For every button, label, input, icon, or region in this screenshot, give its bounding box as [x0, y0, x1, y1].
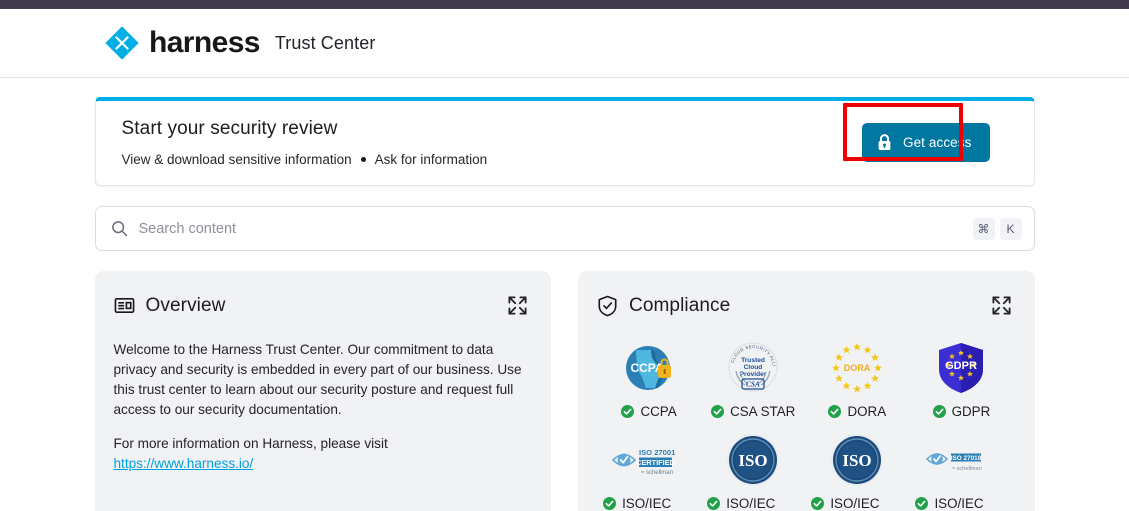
site-header: harness Trust Center	[0, 9, 1129, 78]
compliance-badge-gdpr[interactable]: GDPR GDPR	[909, 340, 1013, 420]
compliance-badge-iso-27017[interactable]: ISO ISO/IEC 27017	[805, 432, 909, 511]
expand-arrows-icon	[991, 296, 1012, 319]
expand-arrows-icon	[507, 296, 528, 319]
banner-title: Start your security review	[121, 118, 338, 139]
compliance-badge-iso-27001-soa[interactable]: ISO ISO/IEC 27001 SoA	[701, 432, 805, 511]
svg-text:CCPA: CCPA	[631, 361, 664, 375]
compliance-badge-dora[interactable]: DORA DORA	[805, 340, 909, 420]
cards-row: Overview	[94, 271, 1035, 511]
check-circle-icon	[915, 497, 929, 510]
harness-diamond-logo-icon	[103, 24, 141, 62]
badge-label-text: CSA STAR	[730, 404, 796, 419]
svg-text:≈ schellman: ≈ schellman	[641, 470, 673, 476]
iso-27018-schellman-badge-icon: ISO 27018 ≈ schellman	[909, 432, 1013, 488]
banner-subtitle: View & download sensitive information As…	[122, 152, 488, 167]
svg-text:ISO: ISO	[843, 451, 872, 470]
overview-paragraph-2-text: For more information on Harness, please …	[113, 436, 388, 451]
svg-text:ISO 27001: ISO 27001	[639, 448, 676, 457]
security-review-banner: Start your security review View & downlo…	[94, 97, 1035, 186]
overview-paragraph-1: Welcome to the Harness Trust Center. Our…	[113, 342, 522, 417]
bullet-separator-icon	[360, 157, 366, 162]
brand-logo[interactable]: harness	[103, 24, 260, 62]
badge-label-text: ISO/IEC 27017	[830, 496, 880, 511]
badge-label-text: ISO/IEC 27001	[622, 496, 672, 511]
badge-label-text: CCPA	[640, 404, 677, 419]
compliance-badge-grid: CCPA CCPA	[597, 340, 1014, 511]
check-circle-icon	[707, 497, 721, 510]
compliance-badge-ccpa[interactable]: CCPA CCPA	[597, 340, 701, 420]
compliance-badge-iso-27001[interactable]: ISO 27001 CERTIFIED ≈ schellman	[597, 432, 701, 511]
compliance-badge-csa-star[interactable]: CLOUD SECURITY ALLIANCE Trusted Cloud Pr…	[701, 340, 805, 420]
shield-check-icon	[597, 295, 629, 317]
overview-card-header: Overview	[114, 293, 531, 318]
svg-text:GDPR: GDPR	[946, 360, 978, 372]
lock-icon	[877, 134, 892, 151]
badge-label-row: ISO/IEC 27018	[915, 495, 1007, 511]
search-bar[interactable]: ⌘ K	[94, 206, 1035, 251]
iso-seal-badge-icon: ISO	[805, 432, 909, 488]
shortcut-key-command: ⌘	[972, 217, 995, 240]
badge-label-text: DORA	[847, 404, 887, 419]
svg-text:ISO: ISO	[739, 451, 768, 470]
badge-label-row: ISO/IEC 27001	[603, 495, 695, 511]
banner-text-block: Start your security review View & downlo…	[122, 118, 488, 167]
check-circle-icon	[603, 497, 617, 510]
harness-website-link[interactable]: https://www.harness.io/	[113, 456, 254, 471]
compliance-card-header: Compliance	[597, 293, 1014, 318]
check-circle-icon	[621, 405, 635, 418]
ccpa-california-lock-badge-icon: CCPA	[597, 340, 701, 396]
badge-label-row: ISO/IEC 27017	[811, 495, 903, 511]
svg-text:≈ schellman: ≈ schellman	[952, 466, 982, 472]
badge-label-row: CCPA	[621, 403, 677, 420]
check-circle-icon	[711, 405, 725, 418]
compliance-title: Compliance	[629, 294, 731, 316]
check-circle-icon	[932, 405, 946, 418]
svg-text:Trusted: Trusted	[741, 357, 765, 364]
badge-label-text: ISO/IEC 27001 SoA	[726, 496, 776, 511]
svg-text:DORA: DORA	[844, 363, 871, 373]
svg-text:ISO 27018: ISO 27018	[951, 455, 982, 462]
svg-text:CSA: CSA	[746, 380, 760, 389]
badge-label-row: CSA STAR	[711, 403, 795, 420]
banner-subtitle-right[interactable]: Ask for information	[374, 152, 488, 167]
badge-label-text: ISO/IEC 27018	[934, 496, 984, 511]
csa-trusted-cloud-provider-badge-icon: CLOUD SECURITY ALLIANCE Trusted Cloud Pr…	[701, 340, 805, 396]
search-input[interactable]	[138, 220, 973, 237]
search-shortcut-group: ⌘ K	[972, 217, 1022, 240]
overview-paragraph-2: For more information on Harness, please …	[114, 434, 524, 474]
check-circle-icon	[811, 497, 825, 510]
badge-label-row: ISO/IEC 27001 SoA	[707, 495, 799, 511]
get-access-label: Get access	[902, 135, 972, 150]
dora-eu-stars-badge-icon: DORA	[805, 340, 909, 396]
browser-top-bar	[0, 0, 1129, 9]
brand-wordmark: harness	[149, 26, 260, 59]
svg-text:CERTIFIED: CERTIFIED	[636, 458, 676, 467]
get-access-button[interactable]: Get access	[861, 123, 990, 162]
page-title: Trust Center	[274, 32, 376, 53]
overview-card: Overview	[94, 271, 551, 511]
svg-text:Provider: Provider	[740, 371, 767, 378]
overview-title: Overview	[145, 294, 226, 316]
svg-text:Cloud: Cloud	[744, 364, 763, 371]
article-overview-icon	[114, 295, 146, 316]
search-icon	[111, 220, 139, 237]
compliance-card: Compliance	[578, 271, 1035, 511]
page-body: Start your security review View & downlo…	[0, 78, 1129, 511]
compliance-badge-iso-27018[interactable]: ISO 27018 ≈ schellman ISO/IEC 27018	[909, 432, 1013, 511]
compliance-expand-button[interactable]	[989, 293, 1014, 318]
badge-label-text: GDPR	[951, 404, 991, 419]
iso-seal-badge-icon: ISO	[701, 432, 805, 488]
iso-27001-schellman-certified-badge-icon: ISO 27001 CERTIFIED ≈ schellman	[597, 432, 701, 488]
get-access-wrapper: Get access	[842, 103, 990, 162]
badge-label-row: DORA	[828, 403, 886, 420]
shortcut-key-k: K	[999, 217, 1022, 240]
badge-label-row: GDPR	[932, 403, 991, 420]
check-circle-icon	[828, 405, 842, 418]
banner-subtitle-left: View & download sensitive information	[121, 152, 352, 167]
gdpr-shield-badge-icon: GDPR	[909, 340, 1013, 396]
overview-expand-button[interactable]	[505, 293, 530, 318]
